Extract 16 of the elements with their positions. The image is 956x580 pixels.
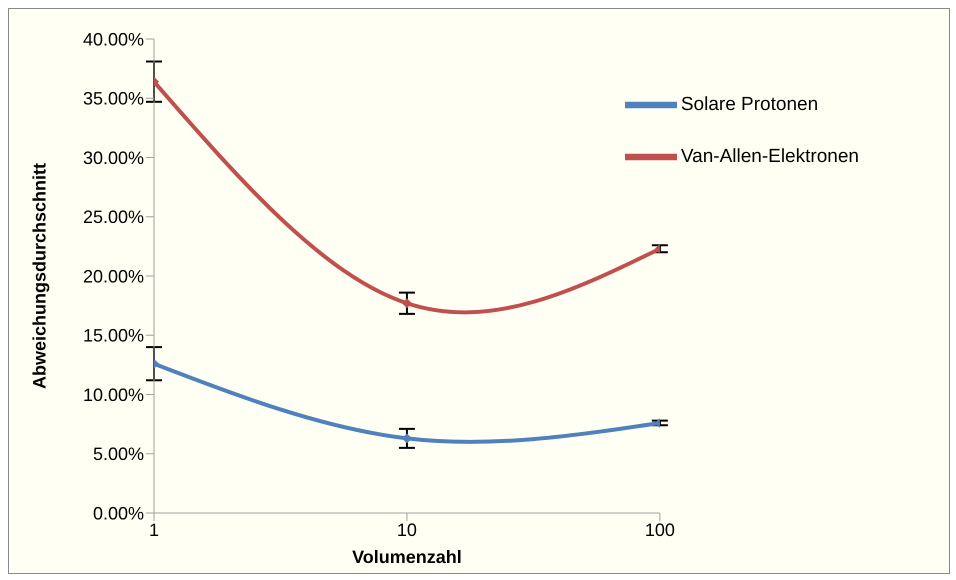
legend-label: Solare Protonen bbox=[680, 94, 818, 116]
y-tick-label: 30.00% bbox=[82, 148, 144, 168]
y-tick-label: 0.00% bbox=[92, 503, 144, 524]
y-tick-label: 20.00% bbox=[82, 266, 144, 286]
x-tick-label: 1 bbox=[148, 520, 160, 540]
y-tick-label: 25.00% bbox=[82, 207, 144, 228]
x-tick-label: 100 bbox=[644, 520, 675, 540]
y-tick-label: 10.00% bbox=[82, 384, 144, 405]
y-tick-label: 5.00% bbox=[92, 444, 144, 464]
y-tick-label: 40.00% bbox=[82, 29, 144, 50]
y-tick-label: 15.00% bbox=[82, 326, 144, 346]
legend-label: Van-Allen-Elektronen bbox=[680, 146, 859, 168]
y-tick-label: 35.00% bbox=[82, 88, 144, 109]
x-axis-title: Volumenzahl bbox=[352, 547, 462, 567]
y-axis-title: Abweichungsdurchschnitt bbox=[29, 162, 50, 390]
x-tick-label: 10 bbox=[396, 520, 417, 540]
